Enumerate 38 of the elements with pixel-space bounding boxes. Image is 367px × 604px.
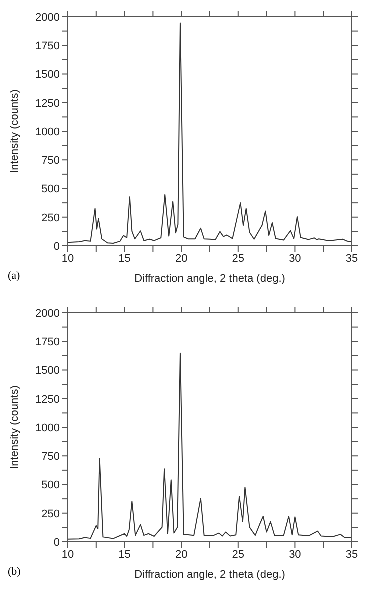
x-tick-label: 10	[62, 548, 74, 561]
x-tick-label: 15	[118, 252, 131, 265]
y-tick-label: 1750	[36, 336, 60, 349]
text: (b)	[8, 566, 21, 578]
x-tick-label: 20	[175, 252, 188, 265]
y-tick-label: 500	[42, 184, 60, 196]
x-axis-title: Diffraction angle, 2 theta (deg.)	[134, 569, 286, 581]
y-tick-label: 1000	[36, 422, 60, 434]
text: (a)	[8, 270, 20, 282]
y-axis-title: Intensity (counts)	[8, 90, 21, 174]
x-tick-label: 20	[175, 548, 188, 561]
line-series	[68, 22, 352, 244]
y-tick-label: 0	[54, 240, 60, 253]
y-tick-label: 1250	[36, 98, 60, 110]
x-tick-label: 25	[232, 548, 245, 561]
x-tick-label: 35	[346, 548, 358, 561]
y-tick-label: 250	[42, 212, 60, 224]
x-tick-label: 15	[118, 548, 131, 561]
y-tick-label: 1250	[36, 394, 60, 406]
x-tick-label: 35	[346, 252, 358, 265]
x-tick-label: 30	[289, 548, 302, 561]
y-tick-label: 2000	[36, 308, 60, 320]
y-tick-label: 1500	[36, 365, 60, 378]
y-tick-label: 1000	[36, 126, 60, 138]
y-tick-label: 750	[42, 155, 60, 168]
x-tick-label: 25	[232, 252, 245, 265]
y-tick-label: 2000	[36, 12, 60, 24]
y-axis-title: Intensity (counts)	[8, 386, 21, 470]
y-tick-label: 250	[42, 508, 60, 520]
x-tick-label: 30	[289, 252, 302, 265]
y-tick-label: 1750	[36, 40, 60, 53]
y-tick-label: 0	[54, 536, 60, 549]
line-series	[68, 352, 352, 540]
y-tick-label: 500	[42, 480, 60, 492]
y-tick-label: 750	[42, 451, 60, 464]
y-tick-label: 1500	[36, 69, 60, 82]
x-tick-label: 10	[62, 252, 74, 265]
x-axis-title: Diffraction angle, 2 theta (deg.)	[134, 273, 286, 285]
